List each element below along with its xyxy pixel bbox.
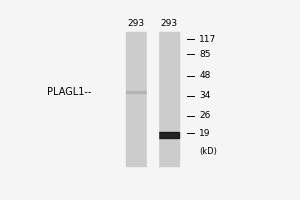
Text: 26: 26	[199, 111, 211, 120]
Bar	[158, 32, 179, 166]
Bar	[158, 132, 179, 138]
Bar	[147, 32, 158, 166]
Text: 48: 48	[199, 71, 211, 80]
Text: 117: 117	[199, 35, 216, 44]
Text: 293: 293	[160, 19, 177, 28]
Text: PLAGL1--: PLAGL1--	[47, 87, 91, 97]
Text: 293: 293	[128, 19, 145, 28]
Text: 85: 85	[199, 50, 211, 59]
Text: 34: 34	[199, 91, 211, 100]
Text: (kD): (kD)	[199, 147, 217, 156]
Bar	[126, 32, 147, 166]
Text: 19: 19	[199, 129, 211, 138]
Bar	[126, 91, 147, 93]
